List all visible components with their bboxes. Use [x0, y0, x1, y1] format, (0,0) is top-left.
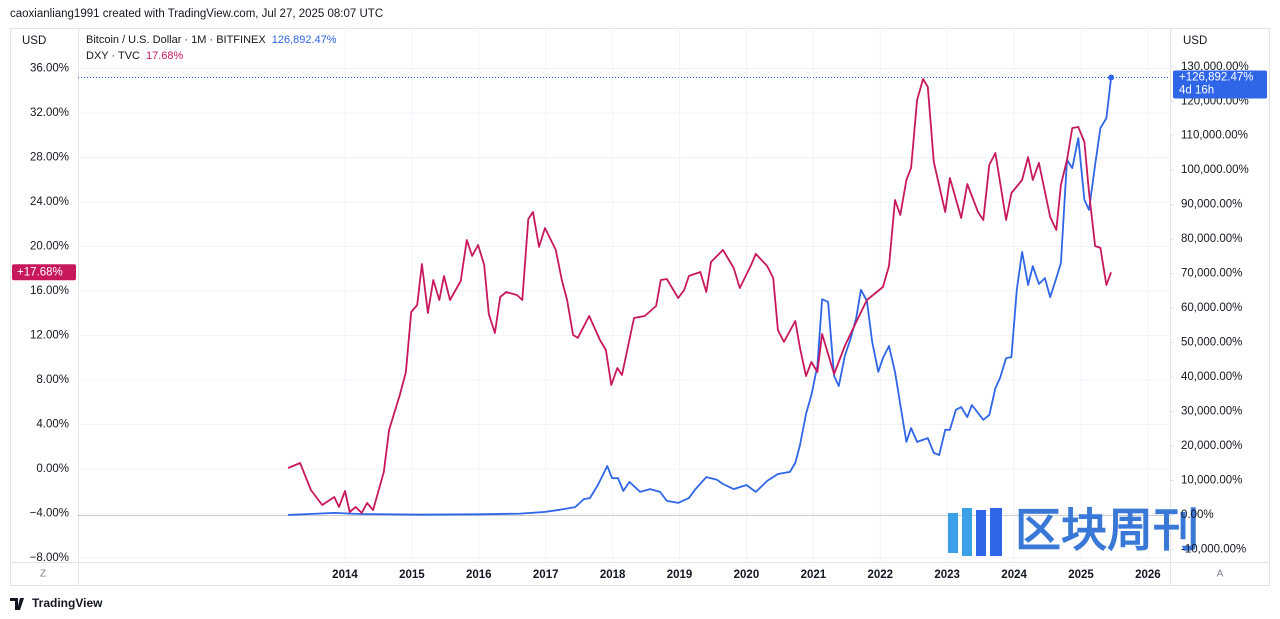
y2-tick-label: 60,000.00%: [1181, 302, 1242, 314]
y2-tick-label: 50,000.00%: [1181, 337, 1242, 349]
y-tick-label: 12.00%: [30, 330, 69, 342]
y2-tick-label: 10,000.00%: [1181, 475, 1242, 487]
y2-tick-label: -10,000.00%: [1181, 544, 1246, 556]
footer: TradingView: [32, 596, 103, 610]
legend-value: 17.68%: [146, 50, 184, 62]
currency-left: USD: [22, 35, 46, 47]
y2-tick-label: 0.00%: [1181, 509, 1214, 521]
y-tick-label: −4.00%: [30, 508, 69, 520]
x-tick-label: 2018: [600, 569, 626, 581]
plot: [78, 28, 1170, 562]
y2-tick-label: 40,000.00%: [1181, 371, 1242, 383]
y2-tick-label: 100,000.00%: [1181, 164, 1249, 176]
watermark-text: 区块周刊: [1015, 504, 1199, 556]
watermark: 区块周刊: [948, 504, 1199, 556]
price-label: +17.68%: [17, 266, 63, 278]
legend-entry: DXY · TVC: [86, 50, 140, 62]
header: caoxianliang1991 created with TradingVie…: [10, 8, 383, 20]
x-tick-label: 2021: [801, 569, 827, 581]
x-tick-label: 2025: [1068, 569, 1094, 581]
x-tick-label: 2016: [466, 569, 492, 581]
y-tick-label: 28.00%: [30, 152, 69, 164]
x-tick-label: 2019: [667, 569, 693, 581]
last-point: [1108, 74, 1115, 81]
y-tick-label: 32.00%: [30, 107, 69, 119]
countdown: 4d 16h: [1179, 85, 1214, 97]
corner-label[interactable]: A: [1217, 569, 1224, 580]
y-tick-label: 20.00%: [30, 241, 69, 253]
y-tick-label: −8.00%: [30, 552, 69, 564]
series-line: [287, 78, 1112, 514]
price-badge: [1173, 70, 1267, 99]
y-tick-label: 4.00%: [36, 419, 69, 431]
legend-value: 126,892.47%: [272, 34, 337, 46]
x-tick-label: 2017: [533, 569, 559, 581]
x-tick-label: 2014: [332, 569, 358, 581]
y-tick-label: 16.00%: [30, 285, 69, 297]
x-tick-label: 2022: [867, 569, 893, 581]
y2-tick-label: 20,000.00%: [1181, 440, 1242, 452]
footer-logo: TradingView: [10, 596, 103, 610]
y2-tick-label: 80,000.00%: [1181, 233, 1242, 245]
y2-tick-label: 70,000.00%: [1181, 268, 1242, 280]
y-tick-label: 24.00%: [30, 196, 69, 208]
y2-tick-label: 90,000.00%: [1181, 199, 1242, 211]
price-badge: [12, 264, 76, 281]
y2-tick-label: 130,000.00%: [1181, 61, 1249, 73]
y-tick-label: 36.00%: [30, 63, 69, 75]
y2-tick-label: 110,000.00%: [1181, 130, 1248, 142]
y2-tick-label: 30,000.00%: [1181, 406, 1242, 418]
x-tick-label: 2015: [399, 569, 425, 581]
x-tick-label: 2023: [934, 569, 960, 581]
x-tick-label: 2020: [734, 569, 760, 581]
chart-frame: [10, 28, 1270, 586]
legend-entry: Bitcoin / U.S. Dollar · 1M · BITFINEX: [86, 34, 266, 46]
y-tick-label: 0.00%: [36, 463, 69, 475]
x-tick-label: 2024: [1001, 569, 1027, 581]
y-tick-label: 8.00%: [36, 374, 69, 386]
x-tick-label: 2026: [1135, 569, 1161, 581]
price-label: +126,892.47%: [1179, 72, 1254, 84]
currency-right: USD: [1183, 35, 1207, 47]
corner-label[interactable]: Z: [40, 569, 46, 580]
